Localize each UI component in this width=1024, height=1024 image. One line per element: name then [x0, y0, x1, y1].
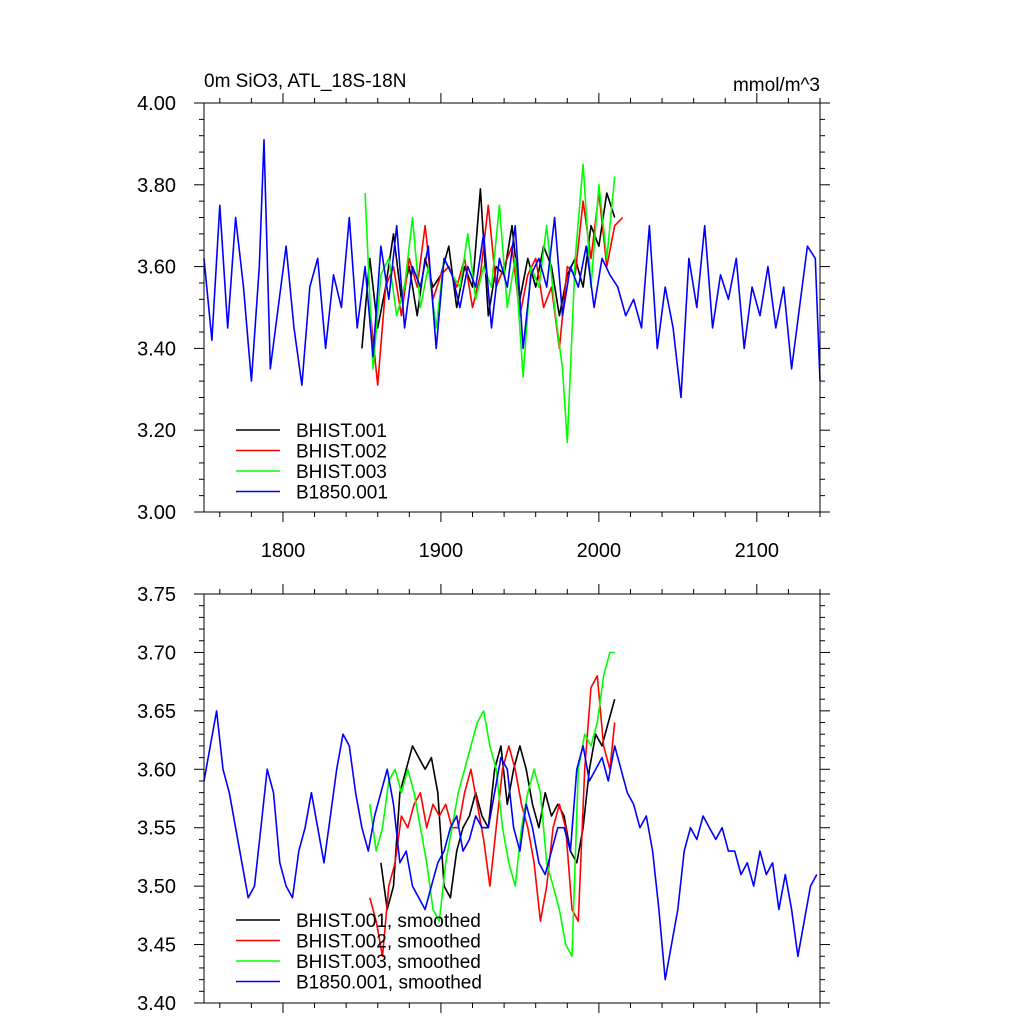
series-line-bhist-002-smoothed	[369, 674, 616, 958]
x-tick-label: 1900	[419, 540, 464, 562]
y-tick-label: 3.55	[137, 818, 176, 840]
legend-label: BHIST.003, smoothed	[296, 952, 481, 973]
plot-frame	[203, 102, 821, 513]
y-tick-label: 3.60	[137, 257, 176, 279]
chart-title: 0m SiO3, ATL_18S-18N	[204, 71, 406, 92]
legend-label: BHIST.002, smoothed	[296, 932, 481, 953]
series-line-b1850-001	[203, 139, 821, 399]
bottom-panel: 3.40 3.45 3.50 3.55 3.60 3.65 3.70 3.75 BHIST.00…	[137, 584, 830, 1015]
legend-label: BHIST.001	[296, 421, 387, 442]
y-tick-label: 3.65	[137, 701, 176, 723]
y-tick-label: 3.60	[137, 759, 176, 781]
y-tick-label: 3.50	[137, 876, 176, 898]
y-tick-label: 3.40	[137, 993, 176, 1015]
units-label: mmol/m^3	[733, 75, 820, 96]
series-line-bhist-003	[364, 163, 616, 444]
y-tick-label: 4.00	[137, 93, 176, 115]
y-tick-label: 3.45	[137, 935, 176, 957]
x-tick-label: 2000	[577, 540, 622, 562]
x-tick-label: 2100	[735, 540, 780, 562]
y-tick-label: 3.80	[137, 175, 176, 197]
y-tick-label: 3.00	[137, 502, 176, 524]
legend-label: BHIST.002	[296, 442, 387, 463]
legend-label: BHIST.001, smoothed	[296, 911, 481, 932]
y-tick-label: 3.20	[137, 420, 176, 442]
legend-label: BHIST.003	[296, 462, 387, 483]
legend-label: B1850.001	[296, 483, 388, 504]
series-line-bhist-003-smoothed	[369, 651, 615, 958]
legend-label: B1850.001, smoothed	[296, 973, 482, 994]
top-panel: 3.00 3.20 3.40 3.60 3.80 4.00 1800 1900 2000 2100…	[137, 71, 830, 562]
y-tick-label: 3.40	[137, 338, 176, 360]
y-tick-label: 3.70	[137, 642, 176, 664]
plot-frame	[203, 593, 821, 1004]
y-tick-label: 3.75	[137, 584, 176, 606]
series-line-b1850-001-smoothed	[203, 710, 818, 981]
x-tick-label: 1800	[261, 540, 306, 562]
